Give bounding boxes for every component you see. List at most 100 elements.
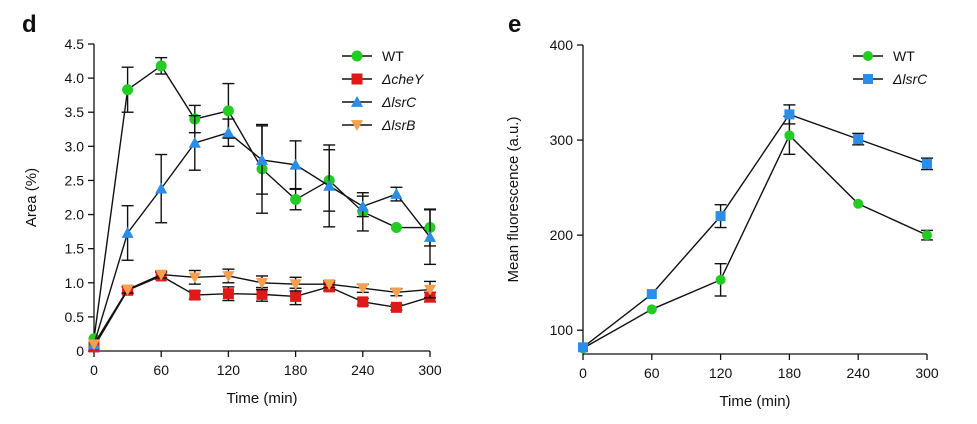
panel-letter: e xyxy=(508,11,521,38)
legend-label: WT xyxy=(382,48,404,64)
data-point xyxy=(323,279,336,291)
data-point xyxy=(784,109,795,120)
data-point xyxy=(87,339,101,351)
data-point xyxy=(853,198,864,209)
y-tick-label: 4.5 xyxy=(65,36,85,52)
series-line xyxy=(582,113,928,348)
data-point xyxy=(155,269,168,281)
x-tick-label: 180 xyxy=(284,362,308,378)
legend-label: ΔlsrB xyxy=(381,117,416,133)
data-point xyxy=(715,274,726,285)
x-axis-label: Time (min) xyxy=(226,390,297,407)
data-point xyxy=(390,188,403,199)
x-tick-label: 180 xyxy=(778,365,802,381)
x-tick-label: 300 xyxy=(915,365,939,381)
x-tick-label: 240 xyxy=(847,365,871,381)
data-point xyxy=(578,342,588,353)
series-line xyxy=(582,134,928,349)
data-point xyxy=(784,130,795,141)
axes: 100 200 300 400 0 60 120 180 240 300 Time (min) Mea… xyxy=(505,37,939,410)
data-point xyxy=(356,283,369,295)
x-axis-label: Time (min) xyxy=(719,393,790,410)
panel-e-chart: e 100 200 300 400 0 60 120 180 240 300 Time (min) Me… xyxy=(505,11,939,410)
panel-letter: d xyxy=(22,11,37,38)
x-tick-label: 300 xyxy=(418,362,442,378)
legend-marker xyxy=(863,74,873,84)
y-tick-label: 1.5 xyxy=(65,241,85,257)
data-point xyxy=(390,287,403,299)
data-point xyxy=(155,60,167,72)
data-point xyxy=(922,230,932,241)
series-lsrc xyxy=(578,104,933,353)
data-point xyxy=(122,84,134,96)
data-point xyxy=(189,289,201,301)
legend-label: WT xyxy=(893,48,915,64)
legend: WT ΔlsrC xyxy=(853,48,928,87)
y-tick-label: 3.5 xyxy=(65,104,85,120)
series-lsrc xyxy=(87,114,437,350)
data-point xyxy=(853,134,864,145)
x-tick-label: 120 xyxy=(217,362,241,378)
data-point xyxy=(155,182,168,194)
legend-marker xyxy=(351,73,363,85)
data-point xyxy=(390,222,402,234)
y-tick-label: 2.5 xyxy=(65,172,85,188)
axes: 0 0.5 1.0 1.5 2.0 2.5 3.0 3.5 4.0 4.5 0 60 120 180 240… xyxy=(23,36,442,407)
y-tick-label: 3.0 xyxy=(65,138,85,154)
y-tick-label: 200 xyxy=(550,227,574,243)
data-point xyxy=(715,211,726,222)
series-wt xyxy=(578,115,933,354)
y-tick-label: 300 xyxy=(550,132,574,148)
data-point xyxy=(356,200,369,212)
data-point xyxy=(255,153,269,165)
data-point xyxy=(289,158,302,170)
data-point xyxy=(390,301,402,313)
legend-marker xyxy=(350,95,364,107)
x-tick-label: 60 xyxy=(153,362,169,378)
panel-d-chart: d 0 0.5 1.0 1.5 2.0 2.5 3.0 3.5 4.0 4.5 0 60 120 180 24… xyxy=(22,11,442,407)
series-lsrb xyxy=(87,268,437,351)
legend-label: ΔcheY xyxy=(381,71,425,87)
legend-marker xyxy=(863,51,873,61)
data-point xyxy=(922,158,932,169)
y-tick-label: 100 xyxy=(550,322,574,338)
x-tick-label: 60 xyxy=(644,365,660,381)
x-tick-label: 120 xyxy=(709,365,733,381)
y-tick-label: 0.5 xyxy=(65,309,85,325)
data-point xyxy=(222,105,234,117)
y-tick-label: 400 xyxy=(550,37,574,53)
y-tick-label: 4.0 xyxy=(65,70,85,86)
data-point xyxy=(188,272,201,284)
legend: WT ΔcheY ΔlsrC ΔlsrB xyxy=(342,48,425,133)
data-point xyxy=(423,284,437,296)
data-point xyxy=(290,290,302,302)
data-point xyxy=(222,271,235,283)
data-point xyxy=(289,279,302,291)
data-point xyxy=(646,289,657,300)
data-point xyxy=(357,296,369,308)
y-tick-label: 1.0 xyxy=(65,275,85,291)
data-point xyxy=(121,284,134,296)
data-point xyxy=(323,179,336,191)
y-tick-label: 0 xyxy=(76,343,84,359)
data-point xyxy=(255,277,269,289)
y-tick-label: 2.0 xyxy=(65,207,85,223)
data-point xyxy=(121,226,134,238)
x-tick-label: 0 xyxy=(90,362,98,378)
legend-marker xyxy=(350,120,364,132)
data-point xyxy=(646,304,657,315)
data-point xyxy=(188,136,201,148)
data-point xyxy=(222,126,235,138)
data-point xyxy=(290,194,302,206)
y-axis-label: Mean fluorescence (a.u.) xyxy=(505,117,522,283)
legend-label: ΔlsrC xyxy=(892,71,928,87)
data-point xyxy=(222,288,234,300)
x-tick-label: 0 xyxy=(579,365,587,381)
x-tick-label: 240 xyxy=(351,362,375,378)
legend-label: ΔlsrC xyxy=(381,94,417,110)
legend-marker xyxy=(351,50,363,62)
data-point xyxy=(423,231,437,242)
y-axis-label: Area (%) xyxy=(23,168,40,227)
data-point xyxy=(256,288,268,300)
